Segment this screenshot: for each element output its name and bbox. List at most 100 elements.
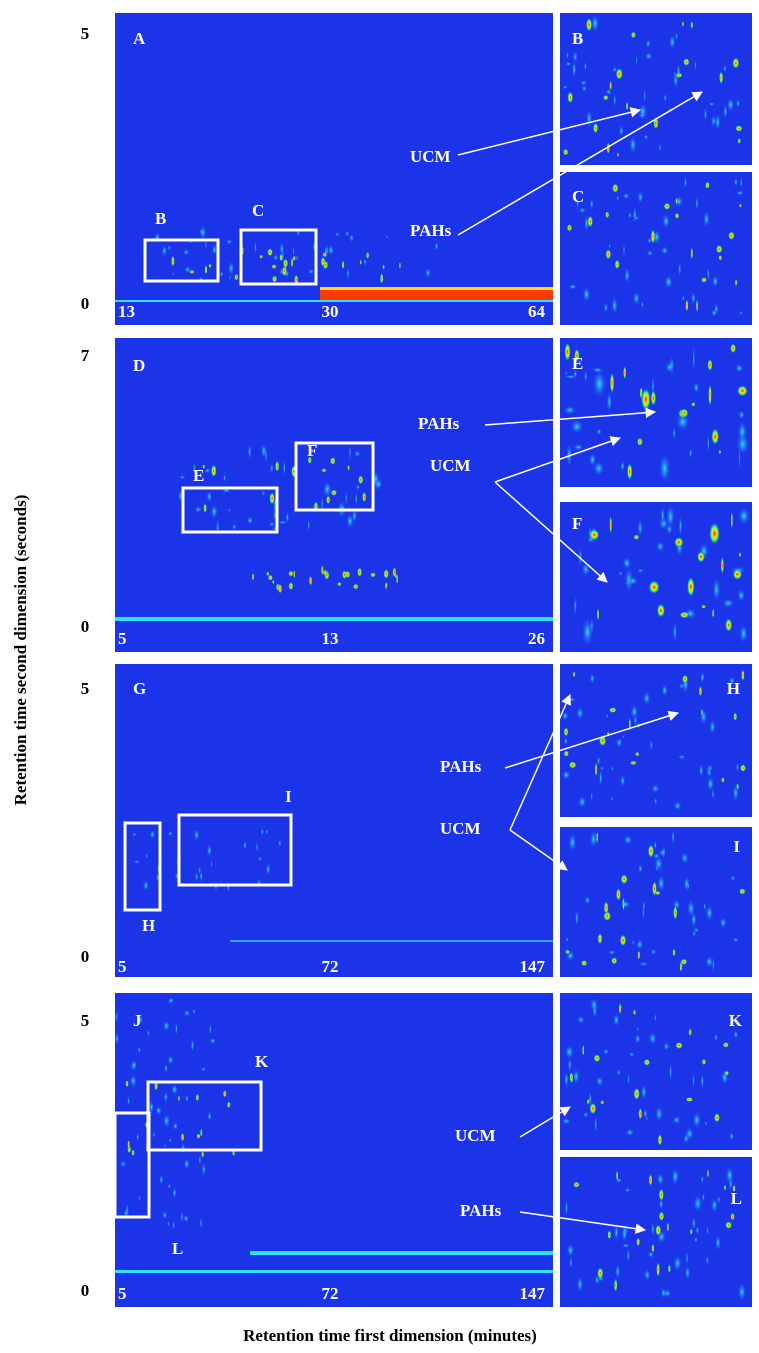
signal-spot (573, 671, 576, 677)
signal-spot (733, 1030, 738, 1039)
signal-spot (606, 391, 612, 413)
signal-spot (283, 459, 286, 477)
signal-spot (223, 473, 227, 482)
signal-spot (207, 844, 213, 858)
signal-spot (627, 1073, 630, 1086)
signal-spot (644, 1059, 651, 1066)
signal-spot (180, 1211, 183, 1223)
signal-spot (633, 1009, 636, 1015)
signal-spot (132, 1149, 135, 1156)
signal-spot (120, 1160, 127, 1167)
signal-spot (586, 17, 592, 31)
signal-spot (618, 571, 623, 575)
signal-spot (278, 584, 282, 594)
signal-spot (712, 608, 714, 618)
signal-spot (265, 862, 271, 876)
signal-spot (373, 478, 383, 491)
signal-spot (268, 522, 275, 527)
signal-spot (645, 39, 651, 48)
signal-spot (663, 1042, 670, 1051)
signal-spot (563, 405, 576, 414)
x-axis-label: Retention time first dimension (minutes) (243, 1326, 537, 1345)
signal-spot (182, 249, 190, 255)
signal-spot (357, 567, 362, 577)
signal-spot (609, 515, 612, 535)
signal-spot (172, 272, 174, 277)
signal-spot (610, 372, 615, 394)
inset-label: L (731, 1189, 742, 1208)
signal-spot (171, 1083, 178, 1095)
signal-spot (637, 438, 643, 447)
signal-spot (654, 855, 664, 873)
signal-spot (309, 575, 312, 586)
signal-spot (278, 839, 282, 847)
zoom-box-label: B (155, 209, 166, 228)
signal-spot (580, 80, 588, 85)
zoom-box-label: E (193, 466, 204, 485)
signal-spot (589, 673, 595, 684)
signal-spot (143, 879, 150, 891)
signal-spot (568, 284, 578, 290)
panel-label: J (133, 1011, 142, 1030)
signal-spot (648, 1031, 657, 1045)
signal-spot (661, 505, 665, 526)
signal-spot (633, 1087, 639, 1100)
signal-spot (617, 153, 619, 157)
signal-spot (622, 557, 632, 570)
signal-spot (127, 1095, 130, 1107)
signal-spot (661, 683, 668, 697)
signal-spot (681, 295, 685, 301)
signal-spot (655, 1224, 661, 1236)
y-tick-label: 0 (81, 294, 90, 313)
signal-spot (584, 896, 591, 906)
signal-spot (705, 1121, 708, 1126)
signal-spot (191, 1038, 195, 1053)
signal-spot (600, 1100, 604, 1105)
signal-spot (609, 707, 617, 713)
signal-spot (595, 762, 598, 777)
signal-spot (738, 445, 740, 472)
signal-spot (736, 761, 740, 772)
signal-spot (163, 1113, 171, 1129)
signal-spot (692, 1073, 695, 1089)
signal-spot (700, 708, 708, 725)
signal-spot (680, 408, 688, 417)
signal-spot (705, 904, 714, 921)
signal-spot (581, 562, 590, 576)
signal-spot (680, 852, 689, 865)
signal-spot (693, 928, 700, 933)
signal-spot (666, 503, 675, 530)
signal-spot (155, 1106, 162, 1116)
x-tick-label: 26 (528, 629, 545, 648)
zoom-box-label: L (172, 1239, 183, 1258)
signal-spot (739, 552, 741, 557)
signal-spot (227, 881, 231, 893)
signal-spot (597, 1267, 603, 1279)
signal-spot (359, 260, 361, 266)
signal-spot (725, 1165, 734, 1185)
signal-spot (575, 909, 579, 927)
signal-spot (587, 1099, 590, 1105)
signal-spot (669, 1062, 672, 1081)
signal-spot (271, 264, 277, 269)
signal-spot (362, 491, 366, 502)
signal-spot (679, 611, 689, 618)
signal-spot (651, 229, 656, 244)
signal-spot (168, 1138, 172, 1143)
signal-spot (603, 1048, 610, 1054)
signal-spot (597, 933, 602, 945)
x-tick-label: 72 (322, 957, 339, 976)
signal-spot (707, 1169, 709, 1178)
inset-label: C (572, 187, 584, 206)
signal-spot (184, 1158, 190, 1171)
signal-spot (243, 842, 245, 850)
signal-spot (741, 669, 745, 681)
signal-band (320, 287, 553, 290)
y-tick-label: 0 (81, 1281, 90, 1300)
signal-spot (706, 1226, 709, 1236)
signal-spot (307, 518, 310, 532)
signal-spot (724, 1071, 729, 1076)
signal-spot (201, 1067, 207, 1072)
signal-spot (273, 254, 279, 261)
signal-spot (226, 239, 232, 245)
